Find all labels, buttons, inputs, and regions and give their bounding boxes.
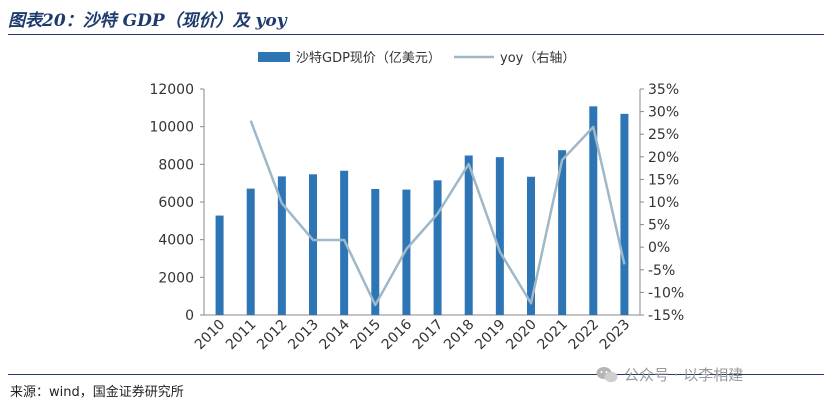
bar [402,189,411,315]
bar [495,157,504,315]
legend-bar-label: 沙特GDP现价（亿美元） [296,51,441,66]
right-tick-label: 35% [648,82,679,98]
bar-series [215,106,629,316]
watermark-text: 公众号 · 以李相建 [624,366,744,384]
x-tick-label: 2015 [348,317,385,354]
x-tick-label: 2023 [597,317,634,354]
x-tick-label: 2010 [192,317,229,354]
x-tick-label: 2022 [566,317,603,354]
left-tick-label: 6000 [158,195,194,211]
left-tick-label: 4000 [158,233,194,249]
bar [433,180,442,315]
chart: 沙特GDP现价（亿美元） yoy（右轴） 0 2000 4000 6000 8000 10… [149,51,684,353]
x-tick-label: 2011 [223,317,260,354]
legend-bar-swatch [258,52,290,62]
bar [620,113,629,315]
legend-line-label: yoy（右轴） [500,51,575,66]
right-tick-label: 20% [648,150,679,166]
x-tick-label: 2021 [534,317,571,354]
right-tick-label: 30% [648,105,679,121]
left-tick-label: 8000 [158,157,194,173]
left-tick-label: 2000 [158,270,194,286]
x-tick-label: 2014 [316,316,353,353]
right-tick-label: -5% [648,263,675,279]
watermark: 公众号 · 以李相建 [596,364,743,385]
left-tick-label: 0 [185,308,194,324]
bar [277,176,286,315]
bar [558,150,567,315]
right-tick-label: -15% [648,308,684,324]
bar [464,155,473,315]
wechat-icon [596,366,618,382]
x-tick-label: 2016 [379,316,416,353]
right-tick-label: 10% [648,195,679,211]
x-tick-label: 2018 [441,317,478,354]
bar [589,106,598,316]
x-tick-label: 2012 [254,317,291,354]
bar [371,189,380,315]
x-tick-label: 2013 [285,317,322,354]
footer-divider [8,374,824,375]
yoy-series [249,120,626,307]
right-tick-label: 5% [648,218,670,234]
right-tick-label: 25% [648,127,679,143]
bar [309,174,317,315]
figure-title: 图表20：沙特 GDP（现价）及 yoy [8,11,287,31]
x-tick-label: 2017 [410,317,447,354]
right-tick-label: -10% [648,285,684,301]
title-divider [8,34,824,35]
legend: 沙特GDP现价（亿美元） yoy（右轴） [258,51,575,66]
bar [246,188,255,315]
x-tick-label: 2019 [472,317,509,354]
right-tick-label: 0% [648,240,670,256]
source-note: 来源：wind，国金证券研究所 [10,385,184,400]
bar [215,215,224,315]
bar [527,176,535,315]
left-tick-label: 12000 [149,82,194,98]
left-tick-label: 10000 [149,120,194,136]
x-tick-label: 2020 [503,317,540,354]
bar [340,170,349,315]
x-axis-labels: 2010201120122013201420152016201720182019… [192,316,633,353]
right-tick-label: 15% [648,172,679,188]
axes: 0 2000 4000 6000 8000 10000 12000 -15% -10% -5% 0%… [149,82,684,324]
